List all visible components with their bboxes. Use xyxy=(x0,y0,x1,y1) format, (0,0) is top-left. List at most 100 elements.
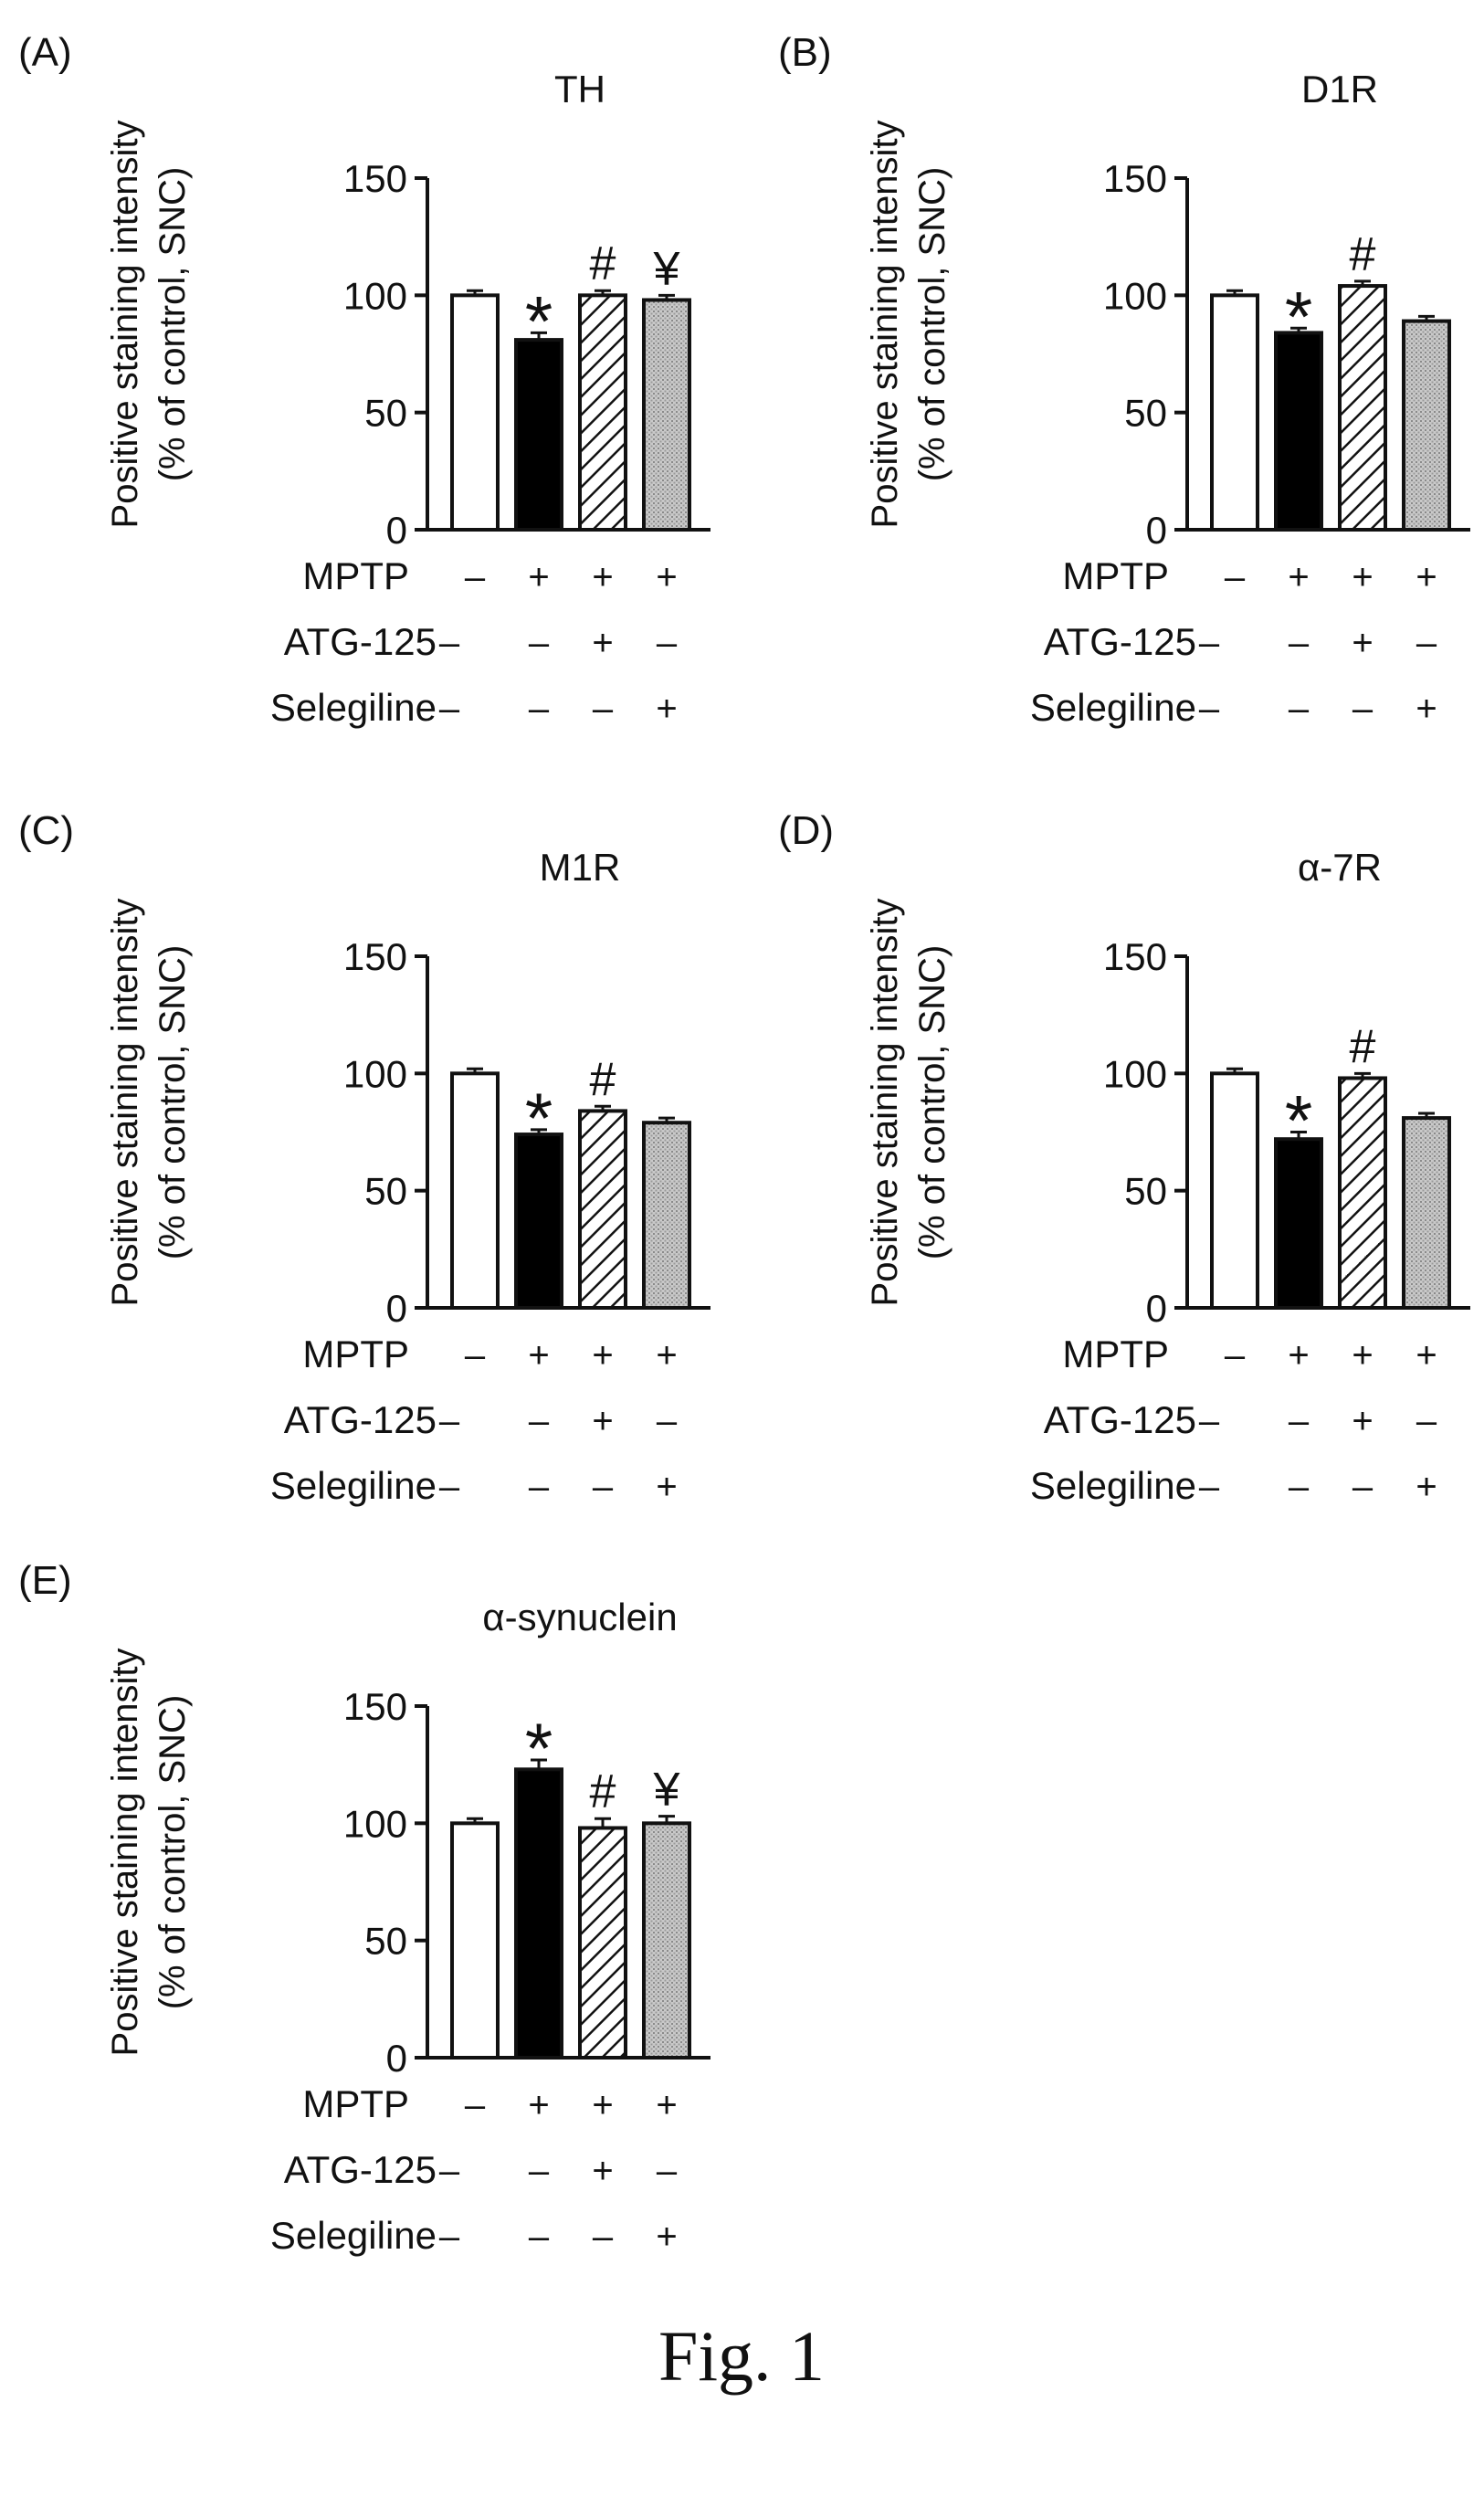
significance-marker: * xyxy=(1285,276,1312,356)
bar xyxy=(578,293,627,532)
y-axis-label-line: (% of control, SNC) xyxy=(153,167,193,482)
panel-letter: (A) xyxy=(18,30,72,75)
significance-marker: * xyxy=(525,1078,553,1158)
y-axis-label-line: (% of control, SNC) xyxy=(912,167,952,482)
bar xyxy=(642,1821,691,2060)
y-tick-label: 0 xyxy=(386,509,407,552)
treatment-sign: – xyxy=(439,1467,460,1507)
treatment-sign: – xyxy=(1199,1401,1220,1441)
y-tick-label: 100 xyxy=(1103,1052,1167,1095)
treatment-sign: – xyxy=(529,1467,550,1507)
bar xyxy=(1402,1116,1451,1310)
treatment-sign: – xyxy=(593,689,614,729)
y-tick-label: 100 xyxy=(1103,274,1167,317)
treatment-sign: – xyxy=(1352,689,1373,729)
bar xyxy=(578,1826,627,2060)
treatment-row-label: MPTP xyxy=(302,554,409,597)
y-tick-label: 150 xyxy=(343,1685,407,1728)
bar xyxy=(1274,331,1323,532)
y-axis-label-line: (% of control, SNC) xyxy=(912,945,952,1260)
treatment-sign: – xyxy=(1199,1467,1220,1507)
treatment-sign: + xyxy=(1352,623,1373,663)
treatment-sign: – xyxy=(439,623,460,663)
treatment-sign: – xyxy=(529,2151,550,2191)
treatment-sign: + xyxy=(656,689,677,729)
treatment-sign: – xyxy=(529,1401,550,1441)
treatment-sign: – xyxy=(1289,623,1310,663)
y-axis-label: Positive staining intensity (% of control… xyxy=(105,1649,193,2057)
treatment-sign: + xyxy=(592,557,613,597)
treatment-sign: – xyxy=(1289,1467,1310,1507)
y-axis-label-line: Positive staining intensity xyxy=(865,899,905,1307)
treatment-row-label: MPTP xyxy=(1062,1333,1169,1375)
treatment-sign: + xyxy=(592,1401,613,1441)
y-axis-label-line: (% of control, SNC) xyxy=(153,945,193,1260)
chart-panel: (D) α-7R Positive staining intensity (% of … xyxy=(778,808,1470,1507)
treatment-sign: + xyxy=(656,2085,677,2125)
treatment-sign: – xyxy=(1225,557,1246,597)
significance-marker: # xyxy=(1350,228,1376,281)
bar xyxy=(450,1071,500,1311)
treatment-row-label: Selegiline xyxy=(1030,1464,1196,1507)
y-tick-label: 50 xyxy=(364,392,407,435)
y-axis-label-line: (% of control, SNC) xyxy=(153,1695,193,2010)
treatment-sign: – xyxy=(1225,1335,1246,1375)
bar xyxy=(578,1109,627,1311)
y-axis-label-line: Positive staining intensity xyxy=(105,899,145,1307)
treatment-sign: + xyxy=(1416,557,1437,597)
bar xyxy=(514,1133,563,1310)
treatment-row-label: ATG-125 xyxy=(1044,1398,1196,1441)
bar xyxy=(450,293,500,532)
treatment-sign: + xyxy=(528,557,549,597)
bar xyxy=(514,338,563,532)
chart-title: TH xyxy=(554,68,605,111)
treatment-sign: – xyxy=(439,2151,460,2191)
chart-title: α-synuclein xyxy=(482,1596,677,1638)
chart-panel: (B) D1R Positive staining intensity (% of c… xyxy=(778,30,1470,729)
significance-marker: * xyxy=(1285,1080,1312,1161)
y-tick-label: 150 xyxy=(1103,935,1167,978)
treatment-sign: – xyxy=(593,1467,614,1507)
treatment-sign: + xyxy=(656,1467,677,1507)
significance-marker: ¥ xyxy=(653,1764,680,1817)
y-tick-label: 100 xyxy=(343,274,407,317)
bar xyxy=(1338,284,1387,532)
treatment-row-label: MPTP xyxy=(302,2082,409,2125)
treatment-row-label: ATG-125 xyxy=(284,620,437,663)
y-tick-label: 150 xyxy=(343,157,407,200)
y-tick-label: 100 xyxy=(343,1052,407,1095)
treatment-sign: – xyxy=(657,623,678,663)
y-axis-label: Positive staining intensity (% of control… xyxy=(105,899,193,1307)
y-tick-label: 50 xyxy=(364,1920,407,1963)
bar xyxy=(1402,319,1451,532)
treatment-sign: – xyxy=(465,2085,486,2125)
panel-letter: (B) xyxy=(778,30,832,75)
treatment-sign: + xyxy=(656,1335,677,1375)
y-axis-label-line: Positive staining intensity xyxy=(105,121,145,529)
significance-marker: * xyxy=(525,280,553,361)
panel-letter: (E) xyxy=(18,1558,72,1603)
panel-letter: (C) xyxy=(18,808,74,853)
treatment-sign: – xyxy=(1199,623,1220,663)
treatment-row-label: Selegiline xyxy=(1030,686,1196,729)
treatment-sign: – xyxy=(439,689,460,729)
treatment-sign: – xyxy=(439,1401,460,1441)
treatment-sign: – xyxy=(439,2217,460,2257)
treatment-row-label: Selegiline xyxy=(270,686,437,729)
y-tick-label: 150 xyxy=(1103,157,1167,200)
y-tick-label: 100 xyxy=(343,1802,407,1845)
treatment-sign: + xyxy=(1352,557,1373,597)
y-tick-label: 0 xyxy=(1146,1287,1167,1330)
significance-marker: * xyxy=(525,1708,553,1788)
bar xyxy=(1338,1076,1387,1311)
treatment-row-label: ATG-125 xyxy=(284,1398,437,1441)
bar xyxy=(642,1121,691,1310)
treatment-sign: + xyxy=(592,2085,613,2125)
treatment-sign: – xyxy=(657,1401,678,1441)
treatment-row-label: ATG-125 xyxy=(284,2148,437,2191)
significance-marker: # xyxy=(590,1053,616,1106)
treatment-sign: – xyxy=(1199,689,1220,729)
treatment-sign: + xyxy=(592,1335,613,1375)
significance-marker: ¥ xyxy=(653,242,680,295)
treatment-sign: + xyxy=(1416,1467,1437,1507)
